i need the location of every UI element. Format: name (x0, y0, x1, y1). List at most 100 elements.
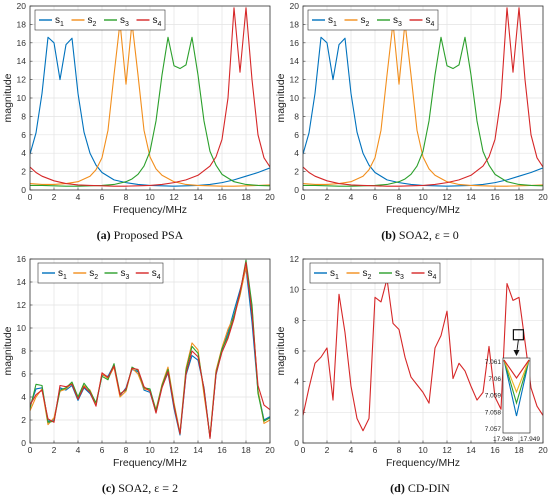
series-group (30, 259, 270, 439)
y-tick-label: 4 (21, 392, 26, 402)
x-tick-label: 14 (466, 445, 476, 455)
legend-entry-3: s3 (393, 15, 402, 28)
y-tick-label: 8 (294, 315, 299, 325)
legend-subscript: 4 (157, 274, 161, 281)
panel-a: 0 2 4 6 8 10 12 14 16 18 2002468101214161820Freque… (2, 1, 275, 242)
x-tick-label: 14 (193, 445, 203, 455)
x-tick-label: 2 (52, 445, 57, 455)
inset-y-tick: 7.06 (488, 376, 501, 383)
inset-x-tick: 17.949 (520, 436, 540, 443)
x-tick-label: 14 (193, 192, 203, 202)
y-tick-label: 12 (290, 254, 300, 264)
y-tick-label: 14 (17, 56, 27, 66)
axes-frame (29, 258, 271, 444)
caption-text: SOA2, ε = 2 (115, 481, 178, 495)
x-tick-label: 8 (124, 445, 129, 455)
y-tick-label: 12 (17, 75, 27, 85)
x-tick-label: 0 (301, 445, 306, 455)
legend-subscript: 1 (333, 21, 337, 28)
inset-line-s2 (503, 359, 530, 394)
y-tick-label: 2 (294, 407, 299, 417)
legend-subscript: 4 (433, 274, 437, 281)
inset-y-tick: 7.061 (485, 359, 502, 366)
series-line-s1 (303, 36, 543, 187)
axes-frame (302, 258, 544, 444)
legend-box (309, 262, 441, 284)
x-tick-label: 20 (265, 192, 275, 202)
legend-entry-4: s4 (153, 15, 162, 28)
legend-box (307, 9, 439, 31)
y-tick-label: 16 (17, 254, 27, 264)
inset-line-s3 (503, 359, 530, 405)
series-line-s3 (30, 36, 270, 187)
caption-label: (a) (97, 228, 111, 242)
series-line-s2 (303, 22, 543, 187)
x-tick-label: 16 (217, 445, 227, 455)
y-tick-label: 16 (17, 38, 27, 48)
legend-subscript: 2 (93, 21, 97, 28)
series-line-s4 (30, 261, 270, 439)
y-tick-label: 18 (290, 19, 300, 29)
y-tick-label: 6 (294, 346, 299, 356)
x-tick-label: 8 (124, 192, 129, 202)
caption-label: (d) (390, 481, 405, 495)
y-tick-label: 0 (294, 185, 299, 195)
legend-subscript: 3 (126, 274, 130, 281)
x-tick-label: 18 (514, 445, 524, 455)
legend-entry-4: s4 (152, 268, 161, 281)
legend-entry-3: s3 (120, 15, 129, 28)
y-tick-label: 2 (21, 167, 26, 177)
series-group (30, 7, 270, 187)
legend-entry-4: s4 (426, 15, 435, 28)
y-tick-label: 6 (294, 130, 299, 140)
series-line-s2 (30, 22, 270, 187)
y-tick-label: 8 (21, 111, 26, 121)
legend-subscript: 3 (398, 21, 402, 28)
y-tick-label: 14 (290, 56, 300, 66)
series-line-s4 (303, 7, 543, 187)
x-tick-label: 6 (100, 445, 105, 455)
x-tick-label: 10 (145, 192, 155, 202)
x-tick-label: 4 (349, 192, 354, 202)
y-tick-label: 4 (21, 148, 26, 158)
x-axis-label: Frequency/MHz (113, 204, 187, 216)
x-axis-label: Frequency/MHz (386, 204, 460, 216)
x-tick-label: 4 (76, 192, 81, 202)
legend-entry-1: s1 (330, 268, 339, 281)
inset-y-tick: 7.057 (485, 426, 502, 433)
y-tick-label: 4 (294, 377, 299, 387)
legend-box (37, 262, 164, 284)
x-tick-label: 18 (241, 445, 251, 455)
legend-subscript: 1 (335, 274, 339, 281)
series-line-s1 (30, 36, 270, 187)
x-axis-label: Frequency/MHz (386, 457, 460, 469)
legend-subscript: 1 (60, 21, 64, 28)
y-tick-label: 0 (21, 185, 26, 195)
caption-text: CD-DIN (405, 481, 450, 495)
inset-line-s1 (503, 359, 530, 417)
inset-line-s4 (503, 359, 530, 379)
caption-label: (b) (381, 228, 396, 242)
inset-x-tick: 17.948 (493, 436, 513, 443)
caption: (c) SOA2, ε = 2 (102, 481, 178, 495)
x-tick-label: 6 (373, 445, 378, 455)
y-tick-label: 10 (290, 285, 300, 295)
caption: (b) SOA2, ε = 0 (381, 228, 458, 242)
x-tick-label: 20 (538, 445, 548, 455)
x-tick-label: 4 (76, 445, 81, 455)
caption: (d) CD-DIN (390, 481, 450, 495)
x-tick-label: 8 (397, 192, 402, 202)
x-tick-label: 8 (397, 445, 402, 455)
x-tick-label: 12 (442, 445, 452, 455)
legend-subscript: 2 (94, 274, 98, 281)
y-tick-label: 6 (21, 369, 26, 379)
legend-entry-2: s2 (89, 268, 98, 281)
legend-subscript: 4 (158, 21, 162, 28)
legend-subscript: 2 (368, 274, 372, 281)
y-tick-label: 12 (290, 75, 300, 85)
legend-subscript: 3 (400, 274, 404, 281)
legend-entry-3: s3 (121, 268, 130, 281)
x-tick-label: 12 (169, 192, 179, 202)
caption-text: Proposed PSA (111, 228, 184, 242)
legend-subscript: 4 (431, 21, 435, 28)
